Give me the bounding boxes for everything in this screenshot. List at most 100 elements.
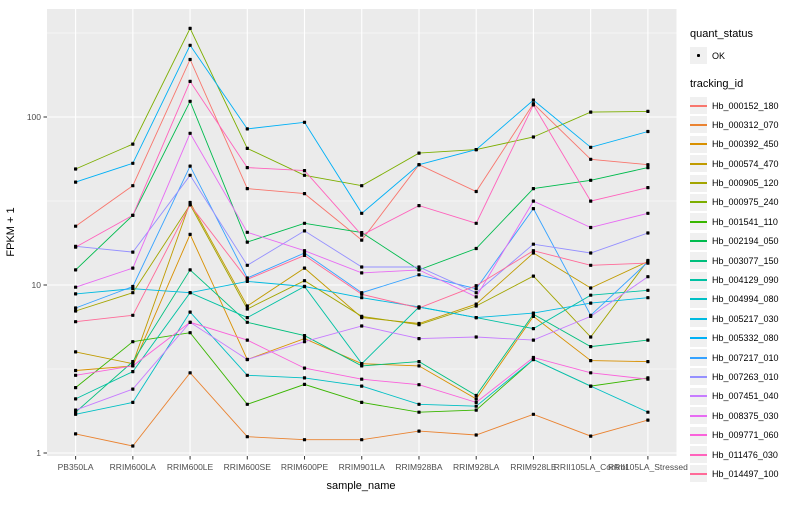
legend-item-Hb_007217_010: Hb_007217_010 (690, 349, 798, 367)
key-line-swatch (690, 317, 707, 320)
data-point (589, 178, 593, 182)
data-point (245, 277, 249, 281)
data-point (646, 275, 650, 279)
legend-item-label: Hb_000574_470 (712, 158, 779, 169)
legend-item-Hb_008375_030: Hb_008375_030 (690, 407, 798, 425)
data-point (646, 109, 650, 113)
data-point (417, 268, 421, 272)
data-point (474, 404, 478, 408)
data-point (589, 345, 593, 349)
data-point (74, 350, 78, 354)
data-point (417, 204, 421, 208)
legend-item-Hb_007263_010: Hb_007263_010 (690, 368, 798, 386)
data-point (360, 296, 364, 300)
data-point (417, 306, 421, 310)
legend-item-Hb_000905_120: Hb_000905_120 (690, 174, 798, 192)
data-point (531, 187, 535, 191)
legend-item-Hb_000312_070: Hb_000312_070 (690, 116, 798, 134)
legend-item-Hb_002194_050: Hb_002194_050 (690, 232, 798, 250)
data-point (302, 173, 307, 177)
data-point (302, 192, 307, 196)
ok-point-key (690, 47, 707, 64)
legend-item-Hb_004994_080: Hb_004994_080 (690, 290, 798, 308)
x-tick-label: RRII105LA_Stressed (608, 462, 688, 472)
legend-item-label: Hb_005332_080 (712, 333, 779, 344)
data-point (360, 292, 364, 296)
x-tick-label: RRIM600SE (224, 462, 272, 472)
data-point (188, 291, 192, 295)
data-point (417, 429, 421, 433)
data-point (302, 249, 307, 253)
data-point (474, 189, 478, 194)
point-marker-icon (696, 53, 701, 58)
data-point (302, 266, 307, 270)
data-point (646, 360, 650, 364)
data-point (589, 314, 593, 318)
legend-item-label: Hb_000312_070 (712, 119, 779, 130)
data-point (531, 355, 535, 360)
legend-item-label: Hb_002194_050 (712, 236, 779, 247)
data-point (474, 148, 478, 152)
x-tick-label: RRIM600LE (167, 462, 214, 472)
data-point (589, 263, 593, 267)
data-point (245, 166, 249, 170)
x-tick-label: RRIM928BA (395, 462, 443, 472)
line-key-icon (690, 193, 707, 211)
data-point (531, 98, 535, 102)
data-point (646, 163, 650, 167)
data-point (188, 173, 192, 177)
data-point (131, 313, 135, 317)
line-key-icon (690, 310, 707, 328)
data-point (188, 164, 192, 168)
data-point (188, 26, 192, 30)
data-point (646, 186, 650, 190)
key-line-swatch (690, 337, 707, 340)
line-key-icon (690, 349, 707, 367)
data-point (589, 145, 593, 149)
data-point (74, 408, 78, 412)
data-point (74, 306, 78, 310)
data-point (474, 246, 478, 251)
legend-item-Hb_007451_040: Hb_007451_040 (690, 387, 798, 405)
data-point (417, 364, 421, 368)
data-point (417, 383, 421, 387)
legend-item-label: Hb_007263_010 (712, 371, 779, 382)
data-point (131, 291, 135, 295)
data-point (188, 268, 192, 272)
line-key-icon (690, 135, 707, 153)
y-axis-title: FPKM + 1 (5, 207, 17, 256)
key-line-swatch (690, 279, 707, 282)
data-point (589, 110, 593, 114)
key-line-swatch (690, 395, 707, 398)
data-point (360, 231, 364, 235)
data-point (360, 438, 364, 442)
data-point (474, 291, 478, 295)
key-line-swatch (690, 298, 707, 301)
line-key-icon (690, 271, 707, 289)
data-point (302, 382, 307, 386)
legend-item-label: Hb_008375_030 (712, 410, 779, 421)
data-point (474, 316, 478, 320)
legend-item-Hb_014497_100: Hb_014497_100 (690, 465, 798, 483)
data-point (360, 184, 364, 188)
line-key-icon (690, 446, 707, 464)
legend-item-label: Hb_014497_100 (712, 468, 779, 479)
data-point (302, 340, 307, 344)
data-point (131, 360, 135, 364)
data-point (417, 163, 421, 167)
data-point (74, 432, 78, 436)
legend-item-label: Hb_004129_090 (712, 275, 779, 286)
line-key-icon (690, 426, 707, 444)
key-line-swatch (690, 259, 707, 262)
data-point (646, 129, 650, 134)
data-point (360, 384, 364, 388)
data-point (74, 320, 78, 324)
data-point (188, 131, 192, 135)
legend-tracking-id: tracking_id Hb_000152_180 Hb_000312_070 Hb… (690, 78, 798, 483)
data-point (131, 266, 135, 270)
data-point (417, 265, 421, 269)
data-point (589, 199, 593, 203)
line-key-icon (690, 252, 707, 270)
data-point (245, 373, 249, 377)
